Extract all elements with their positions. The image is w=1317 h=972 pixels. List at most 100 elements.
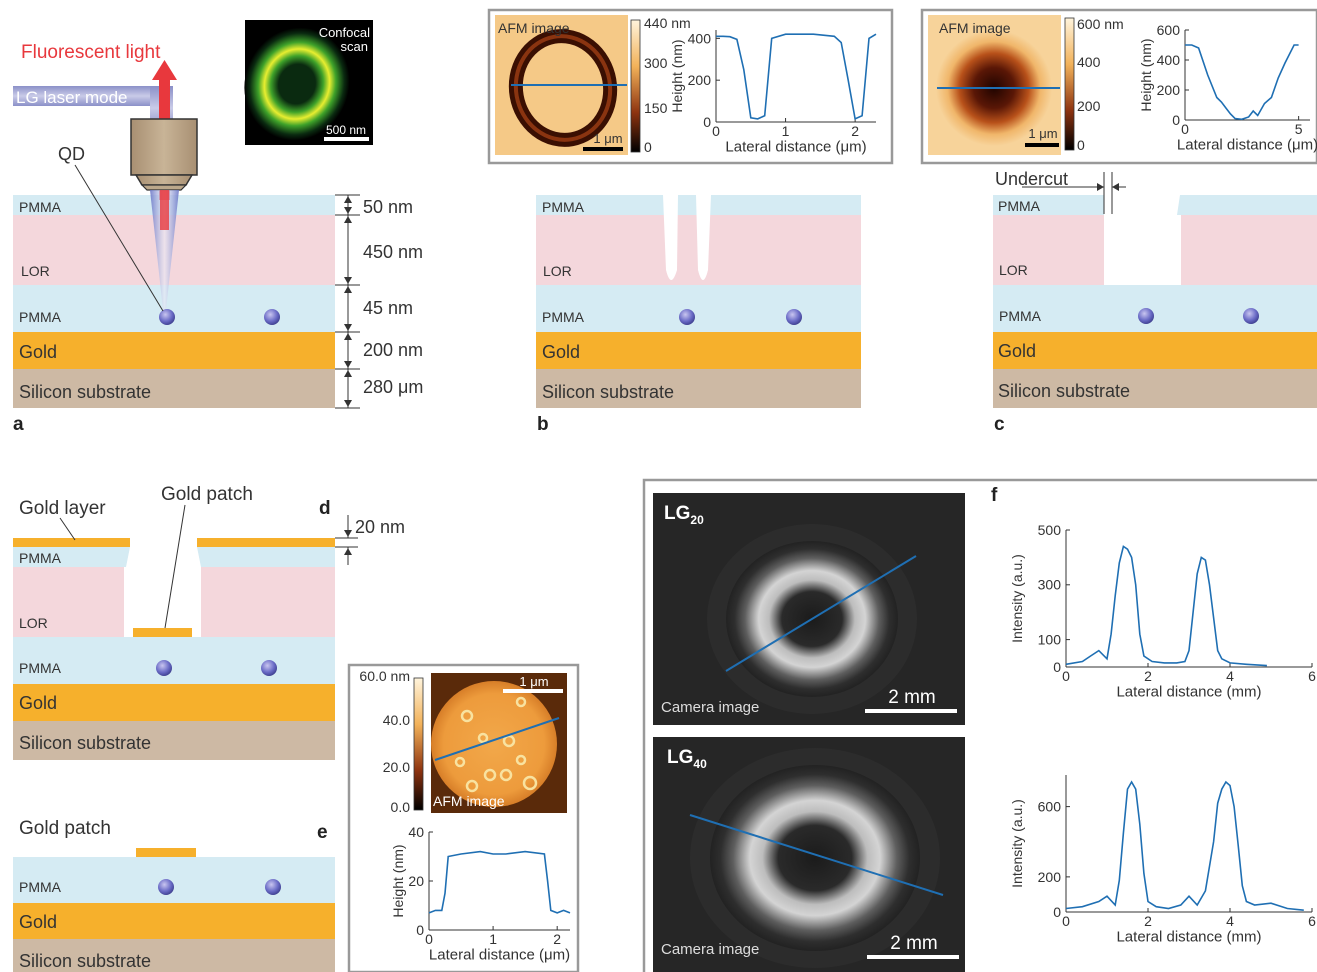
y-axis-label: Height (nm) [390,844,406,917]
silicon-layer [536,369,861,408]
pmma-label: PMMA [19,309,62,325]
x-tick-label: 4 [1226,913,1234,929]
dim-label: 45 nm [363,298,413,318]
quantum-dot [1243,308,1259,324]
x-axis-label: Lateral distance (μm) [1177,136,1317,153]
pmma-top-layer [197,547,335,567]
y-tick-label: 200 [1038,869,1062,885]
pmma-top-layer [1177,195,1317,215]
gold-patch-leader [164,504,186,629]
qd-leader-line [74,164,164,312]
thickness-arrowhead [344,530,352,537]
dim-label: 50 nm [363,197,413,217]
pmma-bottom-layer [13,285,335,332]
objective-tip [134,174,194,186]
colorbar-tick: 20.0 [383,759,410,775]
quantum-dot [158,879,174,895]
gold-label: Gold [998,341,1036,361]
x-tick-label: 6 [1308,913,1316,929]
camera-label: Camera image [661,699,759,716]
silicon-label: Silicon substrate [19,951,151,971]
x-tick-label: 2 [1144,913,1152,929]
gold-top-layer [197,538,335,547]
silicon-label: Silicon substrate [542,382,674,402]
afm-c-colorbar [1064,17,1075,151]
y-tick-label: 0 [416,922,424,938]
laser-mode-label: LG laser mode [16,88,128,107]
panel-letter-c: c [994,414,1005,435]
x-tick-label: 1 [489,931,497,947]
gold-layer [993,332,1317,369]
gold-patch-label: Gold patch [161,484,253,505]
confocal-label-2: scan [341,39,368,54]
lor-label: LOR [543,263,572,279]
pmma-label: PMMA [542,199,585,215]
dim-label: 200 nm [363,340,423,360]
x-tick-label: 1 [782,123,790,139]
afm-e-scalebar [503,689,563,693]
afm-b-scale-label: 1 μm [593,131,622,146]
x-tick-label: 0 [1181,121,1189,137]
lg40-title: LG40 [667,747,707,771]
lor-layer [1181,215,1317,285]
undercut-label: Undercut [995,169,1068,189]
y-tick-label: 0 [1053,904,1061,920]
y-tick-label: 600 [1038,799,1062,815]
panel-c: AFM image 1 μm 600 nm 400 200 0 0 5 600 400… [920,8,1317,435]
x-tick-label: 2 [553,931,561,947]
confocal-label: Confocal [319,25,370,40]
colorbar-tick: 0 [1077,137,1085,153]
y-tick-label: 200 [688,72,712,88]
laser-beam-horizontal [13,86,173,106]
lor-layer [993,215,1104,285]
colorbar-tick: 600 nm [1077,16,1124,32]
y-tick-label: 400 [688,30,712,46]
camera-label: Camera image [661,941,759,958]
x-tick-label: 2 [851,123,859,139]
exposed-groove [663,195,678,280]
x-tick-label: 0 [1062,913,1070,929]
undercut-arrowhead [1097,183,1104,191]
panel-letter-d: d [319,498,331,519]
panel-b: AFM image 1 μm 440 nm 300 150 0 0 1 2 400 20… [487,8,894,435]
silicon-layer [993,369,1317,408]
quantum-dot [261,660,277,676]
afm-c-label: AFM image [939,20,1011,36]
lg20-profile-line [725,555,917,672]
objective-tip-2 [140,184,188,191]
afm-e-profile-line [434,717,560,761]
x-tick-label: 0 [712,123,720,139]
afm-c-scalebar [1025,143,1059,147]
colorbar-tick: 440 nm [644,15,691,31]
pmma-bottom-layer [13,637,335,684]
colorbar-tick: 0.0 [391,799,411,815]
colorbar-tick: 300 [644,55,668,71]
exposed-groove [696,195,711,280]
lg40-ring [710,765,920,951]
afm-c-scale-label: 1 μm [1028,126,1057,141]
gold-layer [13,684,335,721]
x-axis-label: Lateral distance (μm) [725,138,866,155]
x-axis-label: Lateral distance (mm) [1116,928,1261,945]
lor-label: LOR [19,615,48,631]
panel-letter-f: f [991,485,998,506]
afm-b-colorbar [630,19,641,153]
data-series-line [428,850,571,914]
panel-letter-b: b [537,414,549,435]
silicon-layer [13,721,335,760]
y-tick-label: 0 [1172,112,1180,128]
fluorescent-in-beam [160,190,169,230]
colorbar-tick: 200 [1077,98,1101,114]
silicon-label: Silicon substrate [19,382,151,402]
gold-patch-label: Gold patch [19,818,111,839]
data-series-line [1185,44,1299,121]
colorbar-tick: 150 [644,100,668,116]
intensity-plot-lg20: 0 2 4 6 500 300 100 0 Lateral distance (mm) Inten… [1009,522,1316,701]
camera-scalebar [867,955,959,959]
afm-e-patch [431,681,557,807]
fluorescent-arrow-head [152,60,177,80]
y-axis-label: Height (nm) [1138,38,1154,111]
thickness-label: 20 nm [355,517,405,537]
quantum-dot [264,309,280,325]
